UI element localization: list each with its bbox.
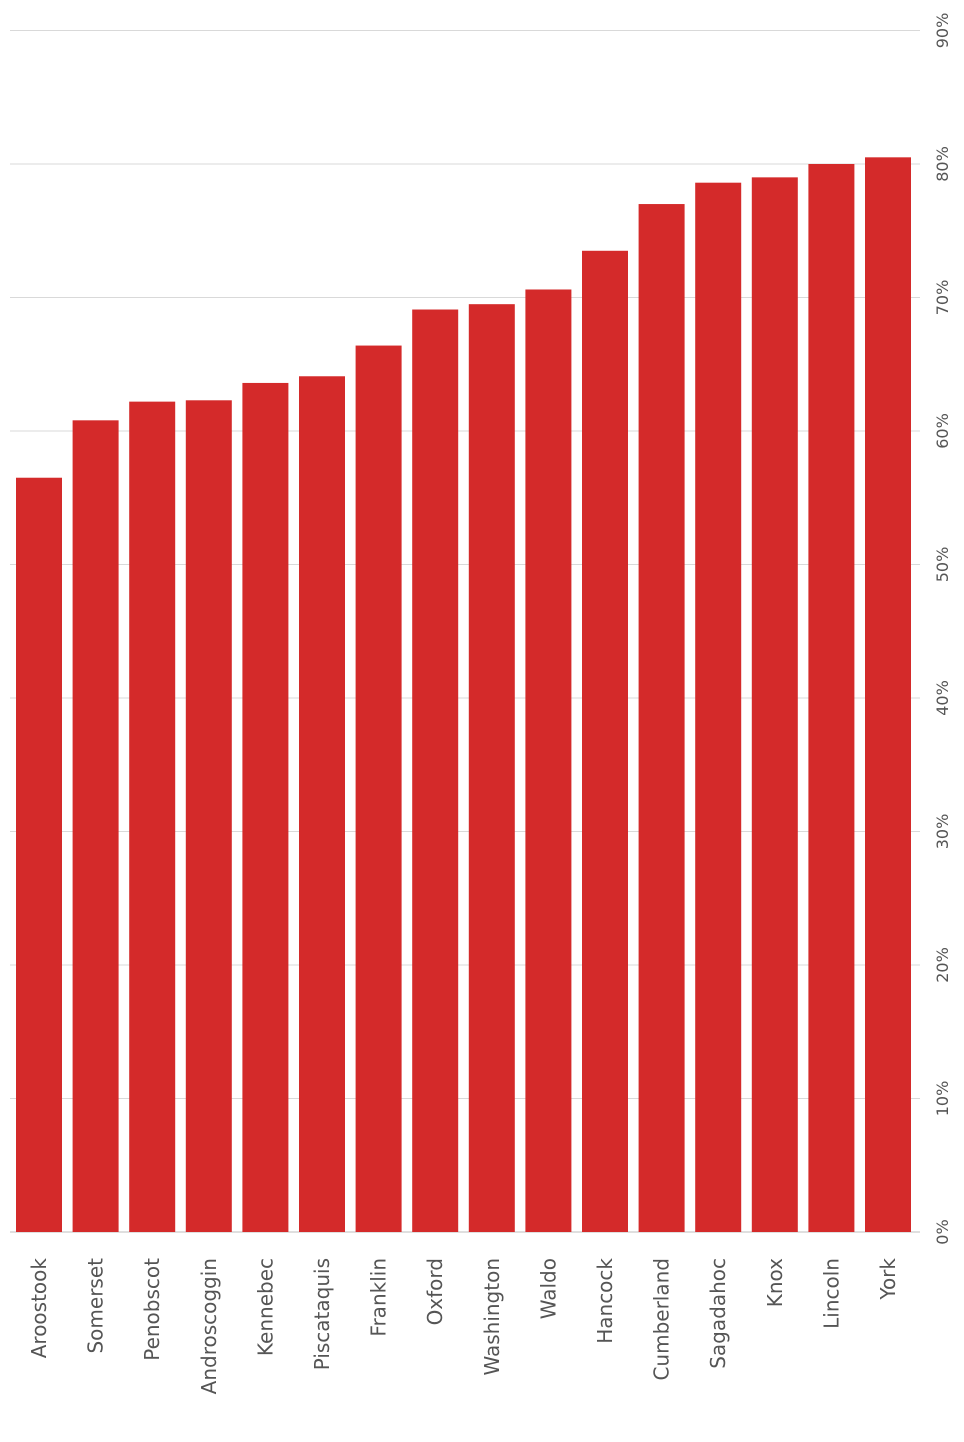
bar	[412, 309, 459, 1232]
category-label: Oxford	[423, 1258, 447, 1325]
value-tick-label: 50%	[933, 547, 952, 583]
category-label: Hancock	[593, 1258, 617, 1344]
value-axis-ticks: 0% 10% 20% 30% 40% 50% 60% 70% 80% 90%	[933, 13, 952, 1245]
bar	[582, 250, 628, 1232]
bar	[299, 376, 345, 1232]
category-label: Lincoln	[819, 1258, 843, 1329]
bar	[468, 304, 515, 1232]
bar	[865, 157, 911, 1233]
category-labels: Aroostook Somerset Penobscot Androscoggin Ke…	[27, 1258, 900, 1395]
category-label: Franklin	[367, 1258, 391, 1337]
category-label: Sagadahoc	[706, 1258, 730, 1369]
category-label: Penobscot	[140, 1258, 164, 1361]
category-label: Waldo	[536, 1258, 560, 1319]
bar	[185, 400, 232, 1232]
category-label: Cumberland	[650, 1258, 674, 1381]
category-label: Androscoggin	[197, 1258, 221, 1394]
bar	[695, 182, 742, 1233]
category-label: Somerset	[84, 1258, 108, 1354]
bar	[16, 477, 62, 1233]
bar	[751, 177, 798, 1233]
value-tick-label: 10%	[933, 1081, 952, 1117]
category-label: Piscataquis	[310, 1258, 334, 1370]
bar	[72, 420, 119, 1232]
value-tick-label: 60%	[933, 413, 952, 449]
bar	[808, 164, 855, 1232]
value-tick-label: 30%	[933, 814, 952, 850]
value-tick-label: 0%	[933, 1219, 952, 1244]
bar	[129, 401, 176, 1232]
category-label: Knox	[763, 1258, 787, 1307]
bars	[16, 157, 911, 1233]
value-tick-label: 80%	[933, 146, 952, 182]
value-tick-label: 40%	[933, 680, 952, 716]
value-tick-label: 20%	[933, 947, 952, 983]
category-label: Washington	[480, 1258, 504, 1376]
bar	[638, 204, 685, 1232]
bar	[242, 382, 289, 1232]
value-tick-label: 90%	[933, 13, 952, 49]
category-label: Aroostook	[27, 1258, 51, 1359]
category-label: Kennebec	[253, 1258, 277, 1356]
bar	[355, 345, 402, 1232]
value-tick-label: 70%	[933, 280, 952, 316]
category-label: York	[876, 1258, 900, 1301]
bar	[525, 289, 572, 1232]
